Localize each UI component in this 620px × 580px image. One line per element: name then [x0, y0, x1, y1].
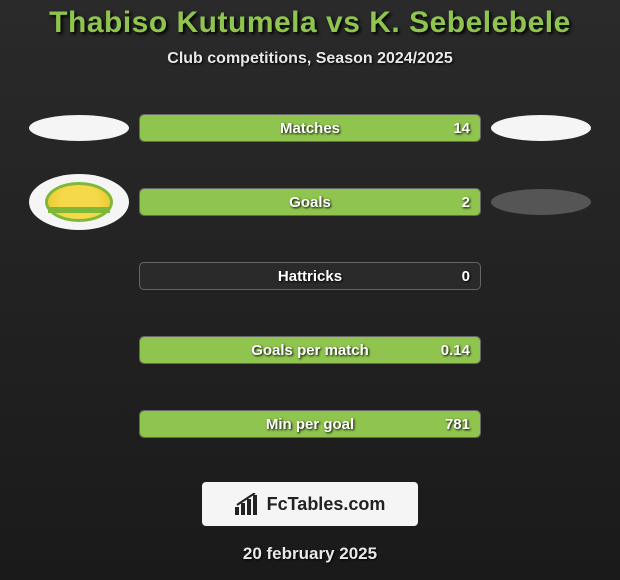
club-badge-placeholder: [491, 189, 591, 215]
stat-row: Goals per match0.14: [29, 322, 591, 378]
stat-right-value: 781: [445, 416, 470, 433]
left-badge-slot: [29, 248, 129, 304]
stat-bar: Goals2: [139, 188, 481, 216]
stat-label: Matches: [140, 120, 480, 137]
stat-right-value: 14: [453, 120, 470, 137]
stat-label: Hattricks: [140, 268, 480, 285]
stat-row: Goals2: [29, 174, 591, 230]
right-badge-slot: [491, 322, 591, 378]
stat-row: Hattricks0: [29, 248, 591, 304]
page-subtitle: Club competitions, Season 2024/2025: [167, 50, 452, 68]
stat-label: Goals per match: [140, 342, 480, 359]
stat-right-value: 0.14: [441, 342, 470, 359]
player-badge-placeholder: [491, 115, 591, 141]
right-badge-slot: [491, 100, 591, 156]
left-badge-slot: [29, 100, 129, 156]
player-badge-placeholder: [29, 115, 129, 141]
page-title: Thabiso Kutumela vs K. Sebelebele: [49, 6, 571, 40]
bar-chart-icon: [235, 493, 261, 515]
right-badge-slot: [491, 174, 591, 230]
brand-box: FcTables.com: [202, 482, 418, 526]
stat-label: Goals: [140, 194, 480, 211]
stat-rows: Matches14 Goals2 Hattricks0 Goals per match…: [29, 100, 591, 470]
brand-text: FcTables.com: [267, 494, 386, 515]
club-badge: [29, 174, 129, 230]
stat-right-value: 0: [462, 268, 470, 285]
right-badge-slot: [491, 396, 591, 452]
left-badge-slot: [29, 174, 129, 230]
left-badge-slot: [29, 396, 129, 452]
right-badge-slot: [491, 248, 591, 304]
comparison-infographic: Thabiso Kutumela vs K. Sebelebele Club c…: [0, 0, 620, 564]
stat-bar: Min per goal781: [139, 410, 481, 438]
stat-row: Matches14: [29, 100, 591, 156]
stat-bar: Matches14: [139, 114, 481, 142]
stat-bar: Hattricks0: [139, 262, 481, 290]
stat-row: Min per goal781: [29, 396, 591, 452]
stat-bar: Goals per match0.14: [139, 336, 481, 364]
stat-label: Min per goal: [140, 416, 480, 433]
stat-right-value: 2: [462, 194, 470, 211]
left-badge-slot: [29, 322, 129, 378]
date-text: 20 february 2025: [243, 544, 377, 564]
